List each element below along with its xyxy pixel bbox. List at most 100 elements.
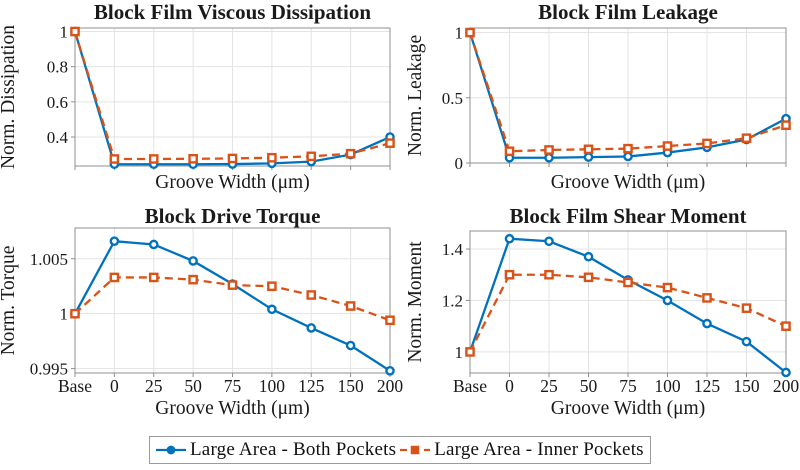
- chart-title: Block Film Viscous Dissipation: [94, 0, 371, 24]
- chart-title: Block Drive Torque: [145, 204, 321, 228]
- x-tick-label: 0: [505, 376, 514, 396]
- y-tick-label: 1.2: [442, 291, 463, 310]
- y-axis-label: Norm. Torque: [0, 246, 19, 356]
- legend-label: Large Area - Both Pockets: [190, 439, 397, 460]
- data-point-marker: [741, 303, 752, 313]
- data-point-marker: [504, 233, 515, 244]
- data-point-marker: [662, 282, 673, 293]
- grid: [74, 228, 391, 373]
- x-axis-label: Groove Width (μm): [551, 398, 705, 419]
- x-tick-label: 0: [110, 376, 119, 396]
- data-point-marker: [148, 154, 159, 164]
- legend-item-inner-pockets: Large Area - Inner Pockets: [398, 439, 644, 461]
- x-tick-label: 75: [619, 376, 637, 396]
- data-point-marker: [583, 144, 594, 155]
- data-point-marker: [544, 269, 554, 280]
- data-point-marker: [109, 154, 120, 164]
- data-point-marker: [70, 308, 80, 319]
- data-point-marker: [583, 152, 594, 162]
- data-point-marker: [306, 290, 317, 300]
- legend-label: Large Area - Inner Pockets: [434, 439, 644, 460]
- data-point-marker: [306, 151, 317, 162]
- data-point-marker: [583, 272, 594, 283]
- chart-title: Block Film Shear Moment: [509, 204, 746, 228]
- data-point-marker: [702, 293, 712, 303]
- data-point-marker: [781, 367, 791, 378]
- data-point-marker: [465, 27, 475, 38]
- data-point-marker: [109, 236, 120, 246]
- data-point-marker: [781, 321, 791, 331]
- x-axis-label: Groove Width (μm): [155, 398, 309, 419]
- data-point-marker: [188, 274, 198, 285]
- y-tick-label: 1.005: [30, 250, 68, 269]
- y-tick-label: 0.5: [442, 89, 463, 108]
- data-point-marker: [544, 145, 554, 155]
- data-point-marker: [662, 295, 673, 306]
- data-point-marker: [188, 153, 198, 164]
- data-point-marker: [623, 277, 633, 288]
- data-point-marker: [267, 152, 277, 163]
- data-point-marker: [741, 133, 752, 144]
- y-tick-label: 1: [455, 24, 464, 43]
- series-inner-pockets: [70, 26, 395, 164]
- data-point-marker: [188, 256, 198, 266]
- x-tick-label: Base: [58, 376, 92, 396]
- y-tick-label: 0.8: [47, 58, 68, 77]
- grid: [74, 28, 391, 166]
- x-tick-label: 50: [580, 376, 598, 396]
- data-point-marker: [741, 336, 752, 347]
- data-point-marker: [623, 151, 633, 162]
- data-point-marker: [385, 366, 395, 376]
- series-inner-pockets: [465, 269, 791, 357]
- y-axis-label: Norm. Leakage: [405, 35, 426, 156]
- y-axis-label: Norm. Moment: [405, 241, 426, 363]
- legend-box: Large Area - Both Pockets Large Area - In…: [149, 436, 651, 464]
- x-tick-label: 150: [338, 376, 365, 396]
- legend-marker-circle: [166, 445, 176, 455]
- y-tick-label: 0: [455, 154, 464, 173]
- x-tick-label: 25: [145, 376, 163, 396]
- y-tick-label: 0.6: [47, 93, 68, 112]
- x-tick-label: 100: [259, 376, 286, 396]
- x-axis-label: Groove Width (μm): [155, 172, 309, 193]
- data-point-marker: [227, 153, 238, 164]
- data-point-marker: [504, 269, 515, 280]
- data-point-marker: [385, 315, 395, 326]
- data-point-marker: [267, 304, 277, 315]
- chart-block-film-leakage: 0 0.5 1 Block Film Leakage Groove Width (μm)…: [405, 0, 791, 193]
- data-point-marker: [345, 148, 356, 159]
- x-tick-label: Base: [453, 376, 487, 396]
- y-tick-label: 1.4: [442, 240, 464, 259]
- data-point-marker: [583, 251, 594, 262]
- legend-marker-square: [410, 445, 420, 455]
- data-point-marker: [385, 138, 395, 148]
- data-point-marker: [227, 280, 238, 290]
- x-tick-label: 75: [224, 376, 242, 396]
- x-tick-label: 125: [298, 376, 325, 396]
- grid: [469, 231, 787, 373]
- data-point-marker: [345, 301, 356, 311]
- x-tick-label: 200: [377, 376, 404, 396]
- data-point-marker: [148, 272, 159, 283]
- y-axis-label: Norm. Dissipation: [0, 25, 19, 169]
- y-tick-label: 0.4: [47, 128, 69, 147]
- data-point-marker: [70, 26, 80, 37]
- legend-solid-circle-sample: [156, 445, 186, 455]
- data-point-marker: [544, 152, 554, 163]
- x-tick-label: 200: [773, 376, 800, 396]
- x-axis-label: Groove Width (μm): [551, 172, 705, 193]
- data-point-marker: [702, 138, 712, 149]
- chart-block-film-viscous-dissipation: 0.4 0.6 0.8 1 Block Film Viscous Dissipation…: [0, 0, 395, 193]
- legend-dashed-square-sample: [400, 445, 431, 455]
- chart-block-film-shear-moment: 1 1.2 1.4 Base 0 25 50 75 100 125 150 200 Block Film…: [405, 204, 799, 419]
- grid: [469, 28, 787, 164]
- data-point-marker: [702, 318, 712, 329]
- series-line: [468, 273, 787, 353]
- data-point-marker: [306, 323, 317, 333]
- data-point-marker: [267, 281, 277, 292]
- x-tick-label: 25: [540, 376, 558, 396]
- data-point-marker: [544, 236, 554, 247]
- y-tick-label: 1: [60, 23, 69, 42]
- data-point-marker: [662, 141, 673, 151]
